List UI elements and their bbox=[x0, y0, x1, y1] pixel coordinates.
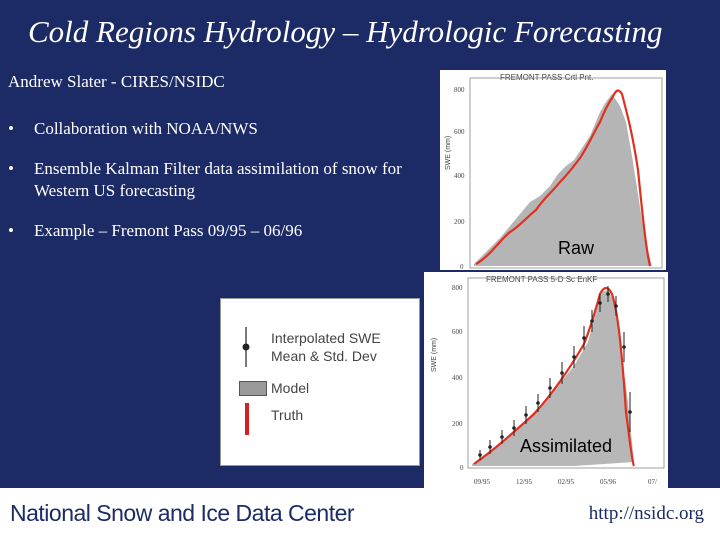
assim-ytick: 200 bbox=[452, 420, 463, 428]
raw-ytick: 200 bbox=[454, 218, 465, 226]
bullet-dot: • bbox=[8, 159, 14, 178]
bullet-item: • Example – Fremont Pass 09/95 – 06/96 bbox=[8, 220, 428, 242]
footer-org-name: National Snow and Ice Data Center bbox=[10, 500, 355, 526]
raw-ytick: 800 bbox=[454, 86, 465, 94]
raw-truth-line bbox=[475, 89, 652, 267]
assim-ensemble-band bbox=[472, 290, 634, 466]
assimilated-plot-svg: FREMONT PASS 5-D Sc EnKF SWE (mm) 800 60… bbox=[431, 275, 665, 486]
raw-plot-label: Raw bbox=[558, 238, 595, 258]
assimilated-plot: FREMONT PASS 5-D Sc EnKF SWE (mm) 800 60… bbox=[424, 272, 668, 488]
bullet-item: • Ensemble Kalman Filter data assimilatio… bbox=[8, 158, 428, 202]
slide: Cold Regions Hydrology – Hydrologic Fore… bbox=[0, 0, 720, 488]
raw-ytick: 600 bbox=[454, 128, 465, 136]
raw-ylabel: SWE (mm) bbox=[445, 136, 452, 170]
assim-obs-points bbox=[478, 292, 632, 457]
assim-ytick: 800 bbox=[452, 284, 463, 292]
errorbar-icon bbox=[242, 327, 250, 367]
bullet-text: Example – Fremont Pass 09/95 – 06/96 bbox=[34, 221, 303, 240]
assim-frame bbox=[467, 277, 665, 469]
assim-xtick: 05/96 bbox=[600, 478, 616, 486]
raw-frame bbox=[469, 77, 663, 269]
bullet-dot: • bbox=[8, 221, 14, 240]
assim-xtick: 02/95 bbox=[558, 478, 574, 486]
raw-ytick: 0 bbox=[460, 263, 464, 270]
slide-title: Cold Regions Hydrology – Hydrologic Fore… bbox=[28, 14, 663, 49]
assim-ylabel: SWE (mm) bbox=[431, 338, 438, 372]
raw-plot-header: FREMONT PASS Crtl Pnt. bbox=[500, 73, 594, 82]
assim-xtick: 07/ bbox=[648, 478, 657, 486]
assim-xtick: 09/95 bbox=[474, 478, 490, 486]
assim-ytick: 600 bbox=[452, 328, 463, 336]
raw-ytick: 400 bbox=[454, 172, 465, 180]
bullet-text: Collaboration with NOAA/NWS bbox=[34, 119, 258, 138]
author-line: Andrew Slater - CIRES/NSIDC bbox=[8, 72, 225, 91]
legend-box: Interpolated SWE Mean & Std. Dev Model T… bbox=[220, 298, 420, 466]
bullet-list: • Collaboration with NOAA/NWS • Ensemble K… bbox=[8, 118, 428, 260]
legend-truth-label: Truth bbox=[271, 407, 304, 423]
model-swatch-icon bbox=[239, 381, 267, 396]
legend-model-label: Model bbox=[271, 380, 310, 396]
assim-plot-header: FREMONT PASS 5-D Sc EnKF bbox=[486, 275, 597, 284]
footer-url: http://nsidc.org bbox=[588, 503, 704, 524]
assim-xtick: 12/95 bbox=[516, 478, 532, 486]
bullet-item: • Collaboration with NOAA/NWS bbox=[8, 118, 428, 140]
truth-line-icon bbox=[245, 403, 249, 435]
raw-plot-svg: FREMONT PASS Crtl Pnt. SWE (mm) 800 600 … bbox=[445, 73, 663, 270]
assim-plot-label: Assimilated bbox=[520, 436, 612, 456]
bullet-text: Ensemble Kalman Filter data assimilation… bbox=[34, 159, 402, 200]
assim-ytick: 0 bbox=[460, 464, 464, 472]
raw-plot: FREMONT PASS Crtl Pnt. SWE (mm) 800 600 … bbox=[440, 70, 666, 270]
legend-obs-label: Interpolated SWE Mean & Std. Dev bbox=[271, 330, 381, 364]
assim-ytick: 400 bbox=[452, 374, 463, 382]
footer-bar: National Snow and Ice Data Center http:/… bbox=[0, 488, 720, 540]
bullet-dot: • bbox=[8, 119, 14, 138]
